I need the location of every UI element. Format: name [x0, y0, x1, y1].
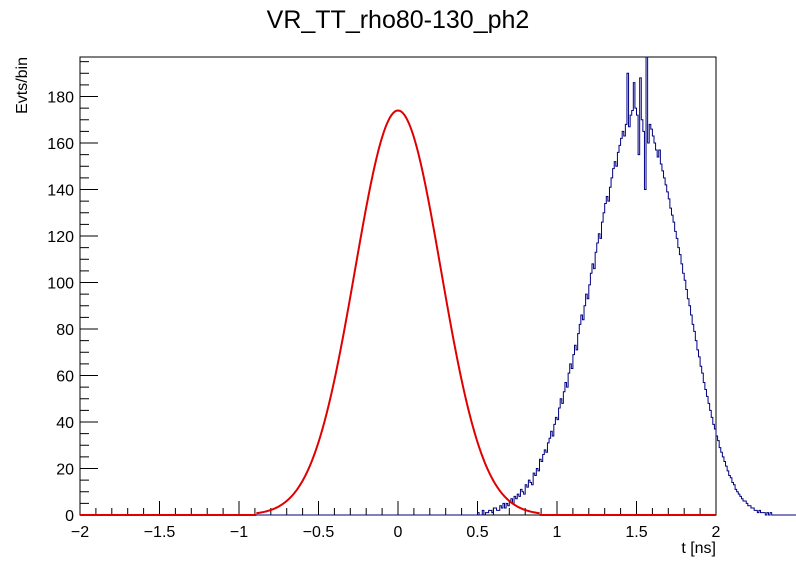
x-axis-label: t [ns] — [681, 540, 716, 557]
x-tick-label: 2 — [712, 524, 721, 541]
y-tick-label: 120 — [47, 229, 74, 246]
y-tick-label: 140 — [47, 183, 74, 200]
chart-title: VR_TT_rho80-130_ph2 — [266, 6, 530, 34]
x-tick-label: 0 — [394, 524, 403, 541]
histogram-series — [80, 56, 796, 516]
y-tick-label: 0 — [65, 508, 74, 525]
y-tick-label: 20 — [56, 462, 74, 479]
y-tick-label: 80 — [56, 322, 74, 339]
x-tick-label: −1 — [230, 524, 248, 541]
x-tick-label: 1.5 — [625, 524, 647, 541]
x-tick-label: −1.5 — [144, 524, 176, 541]
y-tick-label: 100 — [47, 276, 74, 293]
x-tick-label: −0.5 — [303, 524, 335, 541]
x-tick-label: 0.5 — [466, 524, 488, 541]
y-axis-label: Evts/bin — [14, 57, 31, 114]
plot-frame — [79, 56, 717, 516]
x-tick-label: 1 — [553, 524, 562, 541]
y-tick-label: 60 — [56, 369, 74, 386]
x-tick-label: −2 — [71, 524, 89, 541]
y-tick-label: 160 — [47, 136, 74, 153]
y-tick-label: 180 — [47, 90, 74, 107]
fit-curve — [256, 109, 540, 515]
y-tick-label: 40 — [56, 415, 74, 432]
